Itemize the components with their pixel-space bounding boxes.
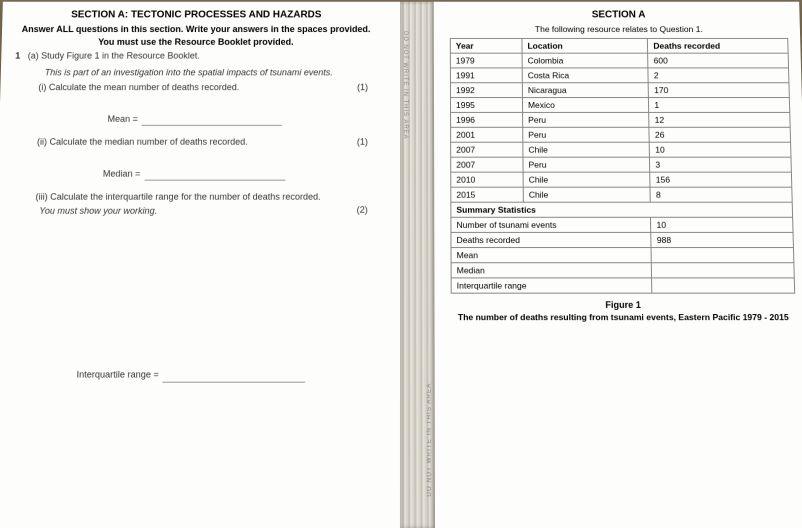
cell-year: 2001 <box>451 127 523 142</box>
cell-location: Chile <box>523 172 650 187</box>
part-a: (a) Study Figure 1 in the Resource Bookl… <box>28 51 200 61</box>
table-row: 2010Chile156 <box>451 172 792 187</box>
summary-title: Summary Statistics <box>451 202 793 217</box>
summary-row: Deaths recorded988 <box>451 232 793 247</box>
summary-row: Median <box>451 263 794 278</box>
instruction-1: Answer ALL questions in this section. Wr… <box>16 24 376 34</box>
median-answer-line: Median = <box>12 167 376 181</box>
part-iii-text: (iii) Calculate the interquartile range … <box>35 192 320 202</box>
cell-year: 1995 <box>450 98 522 113</box>
summary-label: Deaths recorded <box>451 232 651 247</box>
cell-deaths: 8 <box>650 187 792 202</box>
iqr-label: Interquartile range = <box>76 368 159 382</box>
part-ii-text: (ii) Calculate the median number of deat… <box>37 137 248 147</box>
summary-label: Interquartile range <box>451 278 652 293</box>
cell-location: Chile <box>523 187 650 202</box>
cell-location: Nicaragua <box>522 83 649 98</box>
cell-year: 2007 <box>451 142 523 157</box>
table-row: 2007Chile10 <box>451 142 791 157</box>
table-row: 1996Peru12 <box>451 112 791 127</box>
col-year: Year <box>450 38 522 53</box>
table-row: 1992Nicaragua170 <box>450 83 789 98</box>
part-i-marks: (1) <box>357 81 368 94</box>
part-ii: (ii) Calculate the median number of deat… <box>37 136 376 149</box>
summary-value <box>651 248 793 263</box>
cell-year: 1996 <box>451 112 523 127</box>
col-location: Location <box>522 38 648 53</box>
question-number: 1 <box>15 50 25 63</box>
resource-page-right: SECTION A The following resource relates… <box>434 2 802 528</box>
summary-row: Number of tsunami events10 <box>451 217 793 232</box>
cell-deaths: 26 <box>649 127 790 142</box>
table-row: 2015Chile8 <box>451 187 792 202</box>
cell-deaths: 600 <box>648 53 789 68</box>
cell-year: 1991 <box>450 68 522 83</box>
iqr-answer-line: Interquartile range = <box>6 368 375 382</box>
tsunami-data-table: Year Location Deaths recorded 1979Colomb… <box>450 38 795 294</box>
cell-location: Chile <box>523 142 650 157</box>
summary-row: Mean <box>451 248 794 263</box>
table-row: 2001Peru26 <box>451 127 791 142</box>
part-i-text: (i) Calculate the mean number of deaths … <box>38 82 239 92</box>
part-a-context: This is part of an investigation into th… <box>45 66 376 79</box>
summary-value <box>652 278 795 293</box>
col-deaths: Deaths recorded <box>648 38 788 53</box>
part-ii-marks: (1) <box>357 136 368 149</box>
cell-location: Peru <box>523 127 650 142</box>
table-row: 1995Mexico1 <box>450 98 789 113</box>
table-header-row: Year Location Deaths recorded <box>450 38 788 53</box>
cell-deaths: 1 <box>649 98 790 113</box>
summary-value <box>652 263 795 278</box>
section-title-right: SECTION A <box>450 10 788 21</box>
part-iii-working: You must show your working. <box>39 204 376 218</box>
booklet-spine <box>400 2 435 528</box>
cell-location: Costa Rica <box>522 68 648 83</box>
cell-deaths: 10 <box>650 142 791 157</box>
cell-location: Peru <box>523 112 650 127</box>
median-label: Median = <box>103 167 141 181</box>
exam-page-left: SECTION A: TECTONIC PROCESSES AND HAZARD… <box>0 2 400 528</box>
part-i: (i) Calculate the mean number of deaths … <box>38 81 376 94</box>
table-row: 2007Peru3 <box>451 157 792 172</box>
table-row: 1991Costa Rica2 <box>450 68 789 83</box>
table-row: 1979Colombia600 <box>450 53 788 68</box>
part-iii-marks: (2) <box>357 204 368 218</box>
figure-caption: The number of deaths resulting from tsun… <box>451 312 796 322</box>
summary-value: 988 <box>651 232 793 247</box>
cell-deaths: 156 <box>650 172 792 187</box>
cell-deaths: 2 <box>648 68 789 83</box>
summary-label: Mean <box>451 248 652 263</box>
summary-row: Interquartile range <box>451 278 795 293</box>
cell-year: 1992 <box>450 83 522 98</box>
summary-label: Number of tsunami events <box>451 217 651 232</box>
cell-location: Colombia <box>522 53 648 68</box>
cell-year: 2015 <box>451 187 523 202</box>
relates-text: The following resource relates to Questi… <box>450 24 788 34</box>
summary-title-row: Summary Statistics <box>451 202 793 217</box>
question-1: 1 (a) Study Figure 1 in the Resource Boo… <box>6 50 376 382</box>
section-title-left: SECTION A: TECTONIC PROCESSES AND HAZARD… <box>16 10 376 21</box>
cell-deaths: 170 <box>649 83 790 98</box>
figure-label: Figure 1 <box>451 300 796 310</box>
part-iii: (iii) Calculate the interquartile range … <box>35 191 375 205</box>
mean-answer-line: Mean = <box>13 112 376 125</box>
summary-value: 10 <box>651 217 793 232</box>
cell-year: 2007 <box>451 157 523 172</box>
cell-deaths: 12 <box>649 112 790 127</box>
cell-deaths: 3 <box>650 157 792 172</box>
cell-location: Mexico <box>522 98 649 113</box>
mean-label: Mean = <box>107 112 138 125</box>
cell-year: 2010 <box>451 172 523 187</box>
cell-location: Peru <box>523 157 650 172</box>
summary-label: Median <box>451 263 652 278</box>
instruction-2: You must use the Resource Booklet provid… <box>16 37 377 47</box>
cell-year: 1979 <box>450 53 522 68</box>
